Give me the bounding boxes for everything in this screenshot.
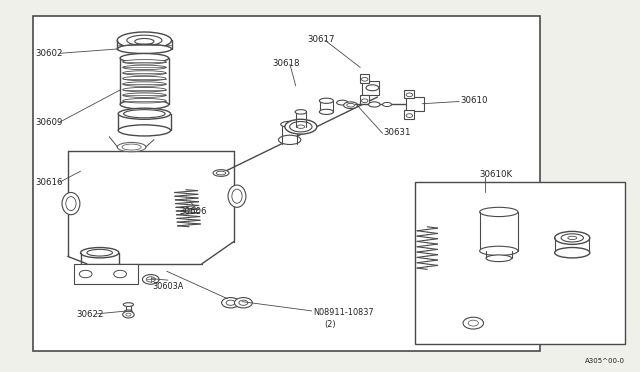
Ellipse shape [124,110,165,118]
Circle shape [463,317,483,329]
Circle shape [362,99,368,103]
Circle shape [234,298,252,308]
Text: 30602: 30602 [36,49,63,58]
Ellipse shape [337,100,348,105]
Bar [404,110,414,119]
Ellipse shape [295,110,307,114]
Bar [406,97,424,111]
Ellipse shape [213,170,229,176]
Text: 30610: 30610 [461,96,488,105]
Ellipse shape [561,234,584,242]
Ellipse shape [319,109,333,115]
Circle shape [406,114,413,118]
Ellipse shape [123,82,166,86]
Ellipse shape [281,121,299,127]
Bar [404,90,414,98]
Ellipse shape [285,119,317,134]
Ellipse shape [120,100,169,109]
Circle shape [126,313,131,316]
Ellipse shape [81,247,119,258]
Bar [362,81,380,95]
Ellipse shape [366,85,379,91]
Text: N08911-10837: N08911-10837 [314,308,374,317]
Bar [415,182,625,343]
Ellipse shape [127,35,162,45]
Text: A305^00-0: A305^00-0 [585,358,625,364]
Circle shape [468,320,478,326]
Circle shape [114,270,127,278]
Ellipse shape [216,171,226,175]
Text: 30609: 30609 [36,118,63,127]
Ellipse shape [123,71,166,75]
Text: (2): (2) [324,320,336,329]
Ellipse shape [555,231,590,244]
Circle shape [147,277,156,282]
Ellipse shape [123,65,166,70]
Ellipse shape [125,310,132,312]
Ellipse shape [123,93,166,97]
Ellipse shape [122,144,141,150]
Ellipse shape [123,99,166,103]
Circle shape [226,300,235,305]
Text: 30610K: 30610K [479,170,513,179]
Circle shape [221,298,239,308]
Ellipse shape [278,135,301,144]
Bar [360,95,369,105]
Ellipse shape [87,249,113,256]
Ellipse shape [479,246,518,256]
Circle shape [79,270,92,278]
Bar [360,74,369,83]
Text: 30606: 30606 [179,208,207,217]
Circle shape [123,311,134,318]
Ellipse shape [568,236,577,240]
Ellipse shape [117,32,172,49]
Circle shape [143,275,159,284]
Ellipse shape [120,54,169,63]
Bar [33,16,540,351]
Text: 30618: 30618 [272,59,300,68]
Ellipse shape [290,122,312,132]
Circle shape [406,93,413,97]
Ellipse shape [319,98,333,103]
Ellipse shape [344,102,358,109]
Ellipse shape [555,247,590,258]
Ellipse shape [486,255,511,262]
Text: 30603A: 30603A [153,282,184,291]
Ellipse shape [297,125,305,128]
Ellipse shape [228,185,246,207]
Circle shape [239,300,248,305]
Ellipse shape [123,60,166,64]
Ellipse shape [479,207,518,217]
Ellipse shape [123,76,166,81]
Ellipse shape [369,102,380,107]
Ellipse shape [118,108,171,119]
Ellipse shape [66,196,76,211]
Ellipse shape [117,142,146,152]
Ellipse shape [123,87,166,92]
Ellipse shape [347,103,355,107]
Bar [74,264,138,284]
Ellipse shape [124,303,134,307]
Circle shape [362,77,368,81]
Ellipse shape [383,102,392,106]
Text: 30622: 30622 [76,311,104,320]
Ellipse shape [81,267,119,275]
Ellipse shape [135,38,154,44]
Ellipse shape [232,189,242,203]
Ellipse shape [118,125,171,136]
Text: 30616: 30616 [36,178,63,187]
Ellipse shape [62,192,80,215]
Ellipse shape [117,44,172,54]
Text: 30617: 30617 [307,35,335,44]
Text: 30631: 30631 [384,128,412,137]
